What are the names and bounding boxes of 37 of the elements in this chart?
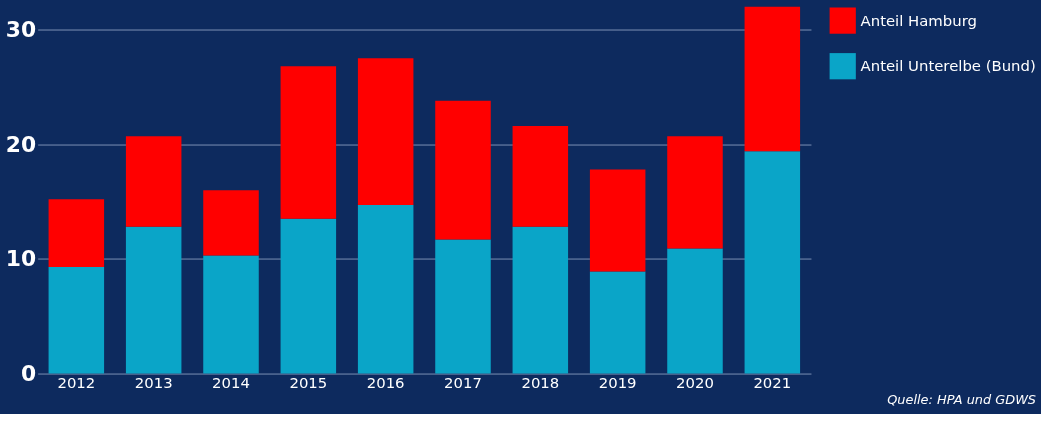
x-tick-label: 2014 xyxy=(212,373,250,392)
bar xyxy=(357,58,414,206)
legend-label: Anteil Hamburg xyxy=(860,11,977,30)
source-note: Quelle: HPA und GDWS xyxy=(887,392,1037,408)
x-tick-label: 2018 xyxy=(521,373,560,392)
bar xyxy=(667,136,723,249)
bar xyxy=(512,226,569,374)
bar xyxy=(125,136,182,227)
bar xyxy=(48,266,105,374)
bar xyxy=(48,199,105,267)
bar xyxy=(589,271,646,374)
bar xyxy=(203,190,259,256)
x-tick-label: 2020 xyxy=(676,373,714,392)
x-tick-label: 2017 xyxy=(444,373,482,392)
legend-label: Anteil Unterelbe (Bund) xyxy=(860,57,1036,76)
x-tick-label: 2016 xyxy=(366,373,405,392)
x-tick-label: 2019 xyxy=(598,373,637,392)
bar xyxy=(744,151,801,374)
bar xyxy=(435,100,491,240)
x-tick-label: 2012 xyxy=(57,373,96,392)
bar xyxy=(589,169,646,272)
x-tick-label: 2013 xyxy=(134,373,173,392)
bar xyxy=(125,226,182,374)
bar xyxy=(203,255,259,374)
bar xyxy=(280,218,337,374)
bar xyxy=(435,239,491,374)
x-tick-label: 2015 xyxy=(289,373,328,392)
bar xyxy=(667,248,723,374)
bar xyxy=(357,205,414,374)
bar xyxy=(744,6,801,152)
y-tick-label: 0 xyxy=(21,361,37,386)
y-tick-label: 30 xyxy=(5,17,37,43)
y-tick-label: 20 xyxy=(5,131,37,157)
bar xyxy=(512,125,569,227)
y-tick-label: 10 xyxy=(5,246,37,272)
x-tick-label: 2021 xyxy=(753,373,792,392)
bar xyxy=(280,66,337,219)
